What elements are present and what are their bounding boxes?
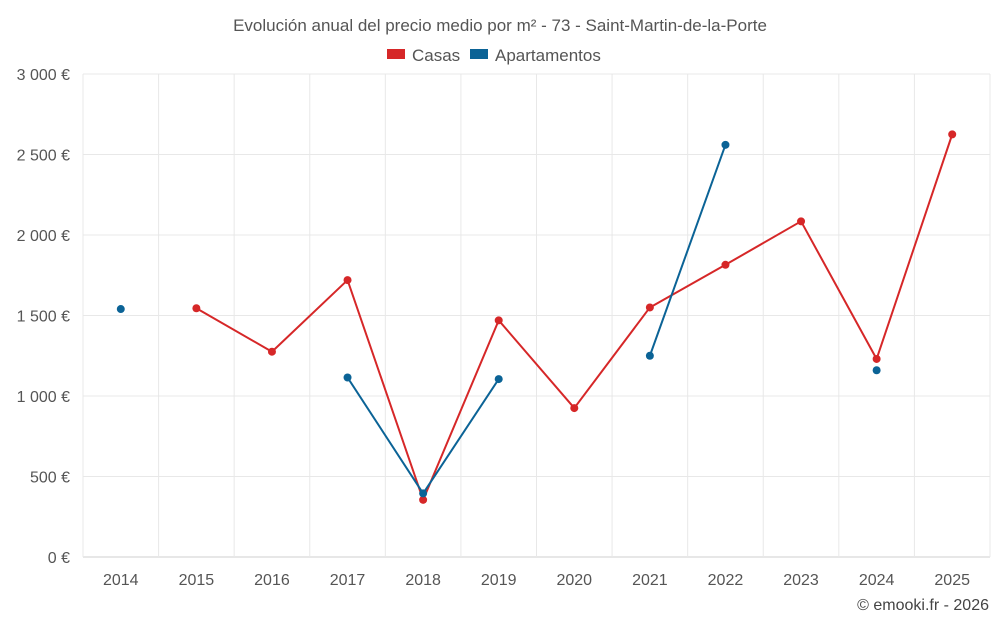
legend-item-casas[interactable]: Casas bbox=[387, 46, 460, 65]
series-line-segment bbox=[648, 263, 727, 309]
data-point-casas-2023[interactable] bbox=[797, 217, 806, 226]
x-tick-label: 2025 bbox=[934, 572, 970, 589]
data-point-apartamentos-2014[interactable] bbox=[116, 305, 125, 314]
y-tick-label: 1 500 € bbox=[17, 309, 70, 326]
legend-swatch-casas bbox=[387, 49, 405, 59]
data-point-casas-2024[interactable] bbox=[872, 354, 881, 363]
grid bbox=[82, 73, 991, 558]
series-line-segment bbox=[422, 319, 500, 501]
x-tick-label: 2024 bbox=[859, 572, 895, 589]
x-tick-label: 2014 bbox=[103, 572, 139, 589]
legend-swatch-apartamentos bbox=[470, 49, 488, 59]
series-line-segment bbox=[270, 279, 349, 353]
series-line-segment bbox=[800, 220, 878, 360]
series-casas bbox=[192, 130, 957, 504]
data-point-apartamentos-2019[interactable] bbox=[494, 375, 503, 384]
series-apartamentos bbox=[116, 140, 881, 498]
series-layer bbox=[116, 130, 957, 504]
data-point-casas-2020[interactable] bbox=[570, 404, 579, 413]
series-line-segment bbox=[648, 143, 727, 357]
x-tick-label: 2018 bbox=[405, 572, 441, 589]
data-point-casas-2019[interactable] bbox=[494, 316, 503, 325]
y-tick-label: 3 000 € bbox=[17, 67, 70, 84]
y-tick-label: 0 € bbox=[48, 550, 70, 567]
chart-title: Evolución anual del precio medio por m² … bbox=[233, 16, 767, 35]
data-point-casas-2025[interactable] bbox=[948, 130, 957, 139]
x-tick-label: 2020 bbox=[556, 572, 592, 589]
data-point-apartamentos-2021[interactable] bbox=[645, 351, 654, 360]
series-line-segment bbox=[875, 133, 954, 360]
series-line-segment bbox=[422, 378, 500, 495]
data-point-casas-2017[interactable] bbox=[343, 276, 352, 285]
legend-label-casas: Casas bbox=[412, 46, 460, 65]
x-tick-label: 2019 bbox=[481, 572, 517, 589]
y-axis: 0 € 500 € 1 000 € 1 500 € 2 000 € 2 500 € 3 00… bbox=[17, 67, 70, 567]
x-tick-label: 2017 bbox=[330, 572, 366, 589]
data-point-apartamentos-2022[interactable] bbox=[721, 140, 730, 149]
x-tick-label: 2015 bbox=[179, 572, 215, 589]
series-line-segment bbox=[724, 220, 803, 266]
y-tick-label: 2 000 € bbox=[17, 228, 70, 245]
credit-text: © emooki.fr - 2026 bbox=[857, 597, 989, 614]
data-point-apartamentos-2017[interactable] bbox=[343, 373, 352, 382]
x-tick-label: 2023 bbox=[783, 572, 819, 589]
x-tick-label: 2021 bbox=[632, 572, 668, 589]
series-line-segment bbox=[346, 279, 425, 501]
x-axis: 2014 2015 2016 2017 2018 2019 2020 2021 2022 2023… bbox=[103, 572, 970, 589]
series-line-segment bbox=[573, 306, 651, 410]
data-point-casas-2022[interactable] bbox=[721, 260, 730, 269]
series-line-segment bbox=[195, 307, 273, 353]
legend-item-apartamentos[interactable]: Apartamentos bbox=[470, 46, 601, 65]
data-point-casas-2015[interactable] bbox=[192, 304, 201, 313]
y-tick-label: 2 500 € bbox=[17, 148, 70, 165]
legend-label-apartamentos: Apartamentos bbox=[495, 46, 601, 65]
legend: Casas Apartamentos bbox=[387, 46, 601, 65]
data-point-casas-2021[interactable] bbox=[645, 303, 654, 312]
data-point-apartamentos-2024[interactable] bbox=[872, 366, 881, 375]
data-point-apartamentos-2018[interactable] bbox=[419, 489, 428, 498]
series-line-segment bbox=[346, 376, 425, 495]
y-tick-label: 1 000 € bbox=[17, 389, 70, 406]
x-tick-label: 2016 bbox=[254, 572, 290, 589]
y-tick-label: 500 € bbox=[30, 470, 70, 487]
data-point-casas-2018[interactable] bbox=[419, 495, 428, 504]
data-point-casas-2016[interactable] bbox=[267, 347, 276, 356]
x-tick-label: 2022 bbox=[708, 572, 744, 589]
series-line-segment bbox=[497, 319, 576, 410]
